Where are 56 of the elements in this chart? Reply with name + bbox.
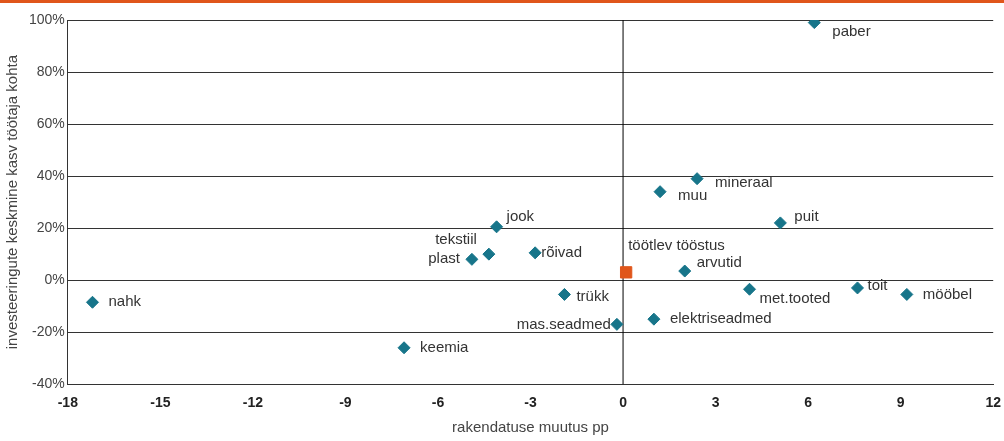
point [85, 295, 99, 309]
x-tick-label: 12 [985, 394, 1002, 411]
x-tick-label: 9 [896, 394, 905, 411]
annotation: toit [867, 276, 889, 294]
x-tick-label: -3 [524, 394, 537, 411]
y-tick-label: 0% [44, 271, 65, 287]
annotation: arvutid [696, 253, 742, 271]
annotation: met.tooted [759, 289, 831, 307]
point [465, 252, 479, 266]
x-axis-title: rakendatuse muutus pp [452, 418, 609, 436]
y-tick-label: 40% [36, 166, 65, 183]
point [678, 264, 692, 278]
annotation: muu [678, 185, 708, 203]
y-tick-label: 20% [36, 218, 65, 235]
annotation: jook [505, 206, 535, 224]
point [482, 247, 496, 261]
annotation: keemia [420, 337, 470, 355]
annotation: plast [428, 249, 461, 267]
x-tick-label: -9 [339, 394, 352, 411]
x-tick-label: 0 [619, 394, 628, 411]
annotation: mööbel [922, 284, 973, 302]
annotation: mineraal [715, 172, 773, 190]
x-tick-label: -15 [150, 394, 171, 411]
y-tick-label: 80% [36, 62, 65, 79]
x-tick-label: -12 [242, 394, 264, 411]
x-tick-label: 3 [711, 394, 720, 411]
point [610, 317, 624, 331]
y-axis-title: investeeringute keskmine kasv töötaja kohta [3, 54, 21, 350]
x-tick-label: 6 [804, 394, 813, 411]
point [557, 287, 571, 301]
annotation: rõivad [541, 242, 582, 260]
annotation: tekstiil [435, 230, 477, 248]
point [773, 216, 787, 230]
point [528, 246, 542, 260]
point [490, 220, 504, 234]
y-tick-label: -20% [32, 323, 65, 340]
y-tick-label: 60% [36, 114, 65, 131]
point [900, 287, 914, 301]
point [850, 281, 864, 295]
annotation: nahk [108, 292, 142, 310]
annotation: trükk [576, 286, 610, 304]
y-tick-label: -40% [32, 375, 65, 392]
point [397, 341, 411, 355]
point [653, 185, 667, 199]
point [619, 266, 633, 279]
annotation: töötlev tööstus [628, 236, 725, 254]
annotation: mas.seadmed [516, 314, 611, 332]
annotation: puit [794, 207, 820, 225]
point [647, 312, 661, 326]
point [690, 172, 704, 186]
point [743, 282, 757, 296]
annotation: paber [832, 21, 871, 39]
x-tick-label: -6 [431, 394, 445, 411]
x-tick-label: -18 [57, 394, 79, 411]
annotation: elektriseadmed [669, 309, 772, 327]
y-tick-label: 100% [28, 10, 65, 27]
